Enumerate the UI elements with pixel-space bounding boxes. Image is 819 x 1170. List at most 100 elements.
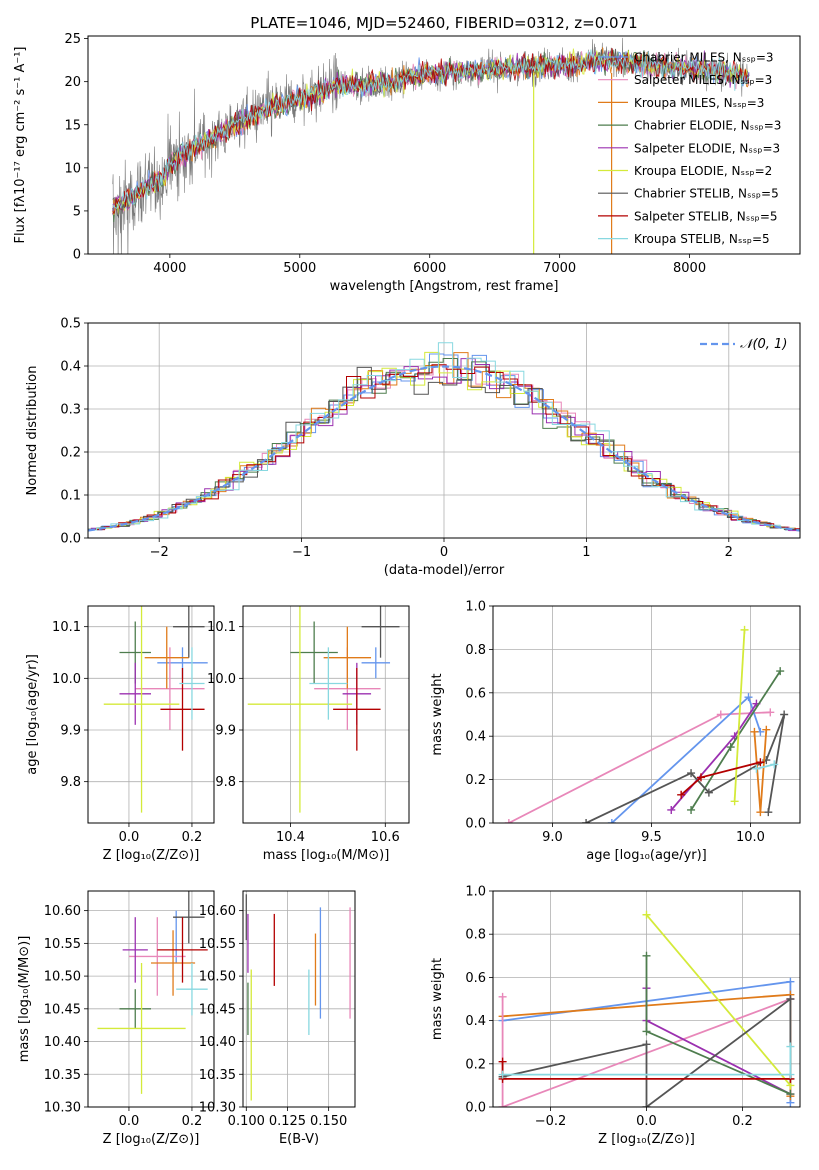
- x-tick-label: 10.4: [276, 830, 305, 845]
- x-tick-label: 0.150: [310, 1114, 347, 1129]
- weight-point-marker: [776, 667, 785, 676]
- y-tick-label: 0.4: [465, 1014, 486, 1029]
- y-axis-label: age [log₁₀(age/yr)]: [25, 654, 40, 775]
- spectrum-legend: Chabrier MILES, Nₛₛₚ=3 Salpeter MILES, Nₛ…: [598, 51, 781, 246]
- legend-label: Salpeter ELODIE, Nₛₛₚ=3: [634, 141, 780, 155]
- weight-line: [645, 914, 792, 1086]
- y-tick-label: 0.6: [465, 686, 486, 701]
- y-tick-label: 0.2: [465, 1057, 486, 1072]
- y-tick-label: 5: [73, 204, 81, 219]
- x-tick-label: −0.2: [535, 1114, 567, 1129]
- panel-age_vs_Z: 0.0 0.2 9.8 9.9 10.0 10.1 Z [log₁₀(Z/Z⊙)] age […: [25, 605, 215, 863]
- y-tick-label: 9.9: [60, 724, 81, 739]
- y-tick-label: 10.40: [199, 1035, 236, 1050]
- y-tick-label: 10.50: [199, 970, 236, 985]
- y-tick-label: 0.5: [60, 317, 81, 332]
- x-tick-label: 10.0: [736, 830, 765, 845]
- legend-label: Chabrier MILES, Nₛₛₚ=3: [634, 51, 774, 65]
- axes-frame: [242, 605, 410, 824]
- x-tick-label: 6000: [413, 261, 446, 276]
- axes-frame: [87, 890, 215, 1108]
- plot-area-residuals: [88, 342, 800, 532]
- y-tick-label: 0.8: [465, 928, 486, 943]
- y-axis-label: Flux [fλ10⁻¹⁷ erg cm⁻² s⁻¹ A⁻¹]: [13, 47, 28, 244]
- weight-point-marker: [764, 808, 773, 817]
- x-tick-label: 0.2: [732, 1114, 753, 1129]
- weight-point-marker: [726, 743, 735, 752]
- panel-mass_vs_ebv: 0.100 0.125 0.150 10.30 10.35 10.40 10.45 10.50…: [199, 890, 356, 1147]
- panel-weight_vs_Z: −0.2 0.0 0.2 0.0 0.2 0.4 0.6 0.8 1.0 Z [log₁₀(Z/Z…: [430, 885, 801, 1147]
- gaussian-reference-curve: [88, 365, 800, 532]
- legend-label: Kroupa ELODIE, Nₛₛₚ=2: [634, 164, 772, 178]
- panel-mass_vs_Z: 0.0 0.2 10.30 10.35 10.40 10.45 10.50 10.55 10.6…: [17, 890, 215, 1147]
- x-tick-label: 8000: [673, 261, 706, 276]
- y-tick-label: 10.45: [44, 1002, 81, 1017]
- x-axis-label: mass [log₁₀(M/M⊙)]: [263, 848, 390, 863]
- weight-line: [733, 629, 746, 802]
- y-tick-label: 0.0: [60, 532, 81, 547]
- plot-area-mass_vs_ebv: [245, 894, 351, 1101]
- y-tick-label: 0.6: [465, 971, 486, 986]
- y-tick-label: 10.30: [44, 1101, 81, 1116]
- y-tick-label: 1.0: [465, 885, 486, 900]
- y-tick-label: 10.60: [199, 904, 236, 919]
- weight-point-marker: [770, 760, 779, 769]
- y-tick-label: 0.0: [465, 1101, 486, 1116]
- legend-label: Chabrier STELIB, Nₛₛₚ=5: [634, 187, 779, 201]
- y-tick-label: 0.0: [465, 817, 486, 832]
- weight-point-marker: [766, 708, 775, 717]
- y-tick-label: 25: [64, 32, 81, 47]
- weight-point-marker: [744, 693, 753, 702]
- weight-point-marker: [786, 1090, 795, 1099]
- y-tick-label: 10.30: [199, 1101, 236, 1116]
- weight-point-marker: [786, 1042, 795, 1051]
- y-tick-label: 1.0: [465, 600, 486, 615]
- y-tick-label: 10.45: [199, 1002, 236, 1017]
- weight-point-marker: [498, 1103, 507, 1107]
- y-axis-label: Normed distribution: [25, 366, 40, 496]
- x-tick-label: 5000: [283, 261, 316, 276]
- x-tick-label: −2: [150, 545, 169, 560]
- weight-point-marker: [786, 1070, 795, 1079]
- x-axis-label: Z [log₁₀(Z/Z⊙)]: [103, 1132, 200, 1147]
- x-tick-label: 2: [725, 545, 733, 560]
- figure-title: PLATE=1046, MJD=52460, FIBERID=0312, z=0…: [250, 14, 637, 32]
- weight-point-marker: [642, 910, 651, 919]
- weight-point-marker: [498, 1070, 507, 1079]
- panel-spectrum: 4000 5000 6000 7000 8000 0 5 10 15 20 25 wavelength…: [13, 32, 801, 294]
- x-tick-label: 0.2: [182, 830, 203, 845]
- legend-label: Kroupa STELIB, Nₛₛₚ=5: [634, 232, 770, 246]
- y-tick-label: 9.8: [60, 775, 81, 790]
- plot-area-age_vs_Z: [103, 606, 208, 813]
- axes-frame: [492, 890, 801, 1108]
- axes-frame: [87, 35, 801, 255]
- weight-line: [501, 996, 791, 1107]
- weight-point-marker: [687, 769, 696, 778]
- y-tick-label: 10.1: [52, 620, 81, 635]
- y-axis-label: mass [log₁₀(M/M⊙)]: [17, 936, 32, 1063]
- x-tick-label: 9.0: [542, 830, 563, 845]
- axes-frame: [242, 890, 356, 1108]
- x-tick-label: 10.6: [371, 830, 400, 845]
- y-tick-label: 10.55: [44, 937, 81, 952]
- x-tick-label: 0.100: [228, 1114, 265, 1129]
- x-tick-label: −1: [292, 545, 311, 560]
- plot-area-mass_vs_Z: [97, 891, 208, 1094]
- plot-area-spectrum: [112, 37, 750, 254]
- x-tick-label: 0.0: [636, 1114, 657, 1129]
- weight-point-marker: [642, 1040, 651, 1049]
- histogram-series: [88, 342, 795, 531]
- x-axis-label: Z [log₁₀(Z/Z⊙)]: [598, 1132, 695, 1147]
- weight-point-marker: [677, 790, 686, 799]
- y-tick-label: 0.2: [60, 446, 81, 461]
- legend-label: Salpeter STELIB, Nₛₛₚ=5: [634, 209, 778, 223]
- weight-line: [611, 695, 762, 823]
- weight-point-marker: [704, 788, 713, 797]
- y-tick-label: 9.8: [215, 775, 236, 790]
- weight-point-marker: [642, 1027, 651, 1036]
- x-tick-label: 0.0: [119, 830, 140, 845]
- weight-point-marker: [756, 808, 765, 817]
- x-tick-label: 0.0: [119, 1114, 140, 1129]
- y-tick-label: 0.4: [465, 730, 486, 745]
